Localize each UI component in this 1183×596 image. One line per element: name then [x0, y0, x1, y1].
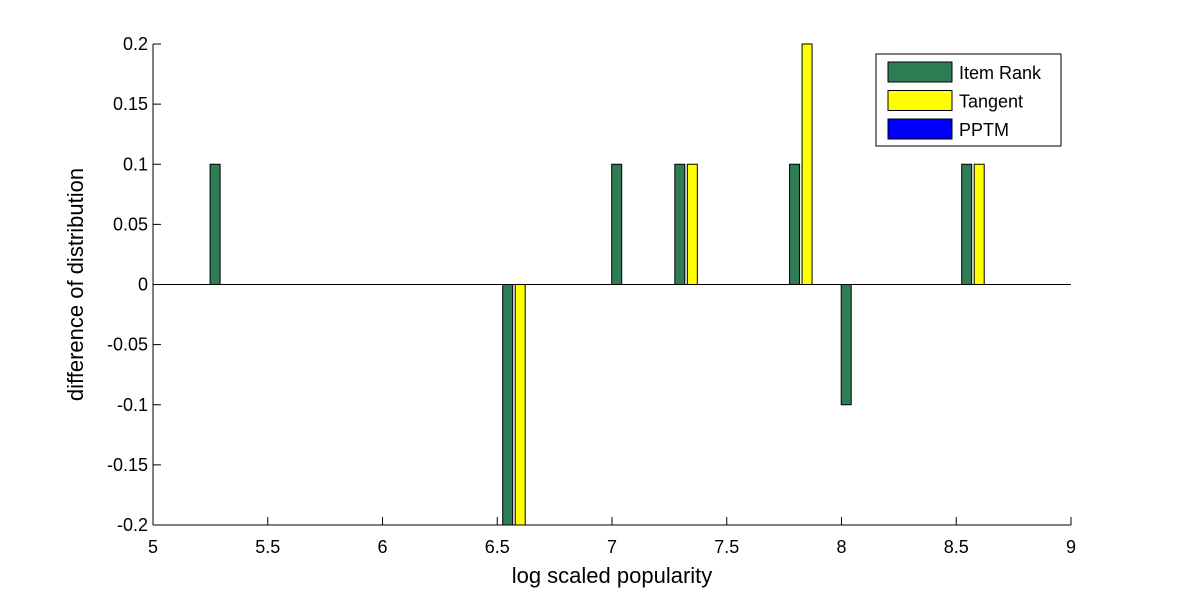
x-tick-label: 5	[148, 537, 158, 557]
legend-label: Tangent	[959, 92, 1023, 112]
legend: Item Rank Tangent PPTM	[875, 53, 1062, 147]
x-axis-label: log scaled popularity	[512, 563, 713, 588]
ticks-layer: 5 5.5 6 6.5 7 7.5 8 8.5 9 -0.2 -0.15 -0.1 -0.05 0 0.05…	[107, 34, 1076, 557]
x-tick-label: 7.5	[714, 537, 739, 557]
y-tick-label: -0.15	[107, 455, 148, 475]
y-tick-label: 0.05	[113, 214, 148, 234]
bar	[514, 284, 526, 526]
y-axis-label: difference of distribution	[63, 168, 88, 401]
bar	[840, 284, 852, 406]
legend-swatch	[887, 118, 953, 140]
bar	[502, 284, 514, 526]
bar	[789, 163, 801, 285]
bar	[973, 163, 985, 285]
x-tick-label: 6	[377, 537, 387, 557]
legend-swatch	[887, 61, 953, 83]
bar	[674, 163, 686, 285]
y-tick-label: -0.2	[117, 515, 148, 535]
x-tick-label: 6.5	[485, 537, 510, 557]
bar	[209, 163, 221, 285]
bar	[961, 163, 973, 285]
bars-layer	[209, 43, 985, 526]
y-tick-label: 0	[138, 275, 148, 295]
y-tick-label: 0.1	[123, 154, 148, 174]
x-tick-label: 8.5	[944, 537, 969, 557]
y-tick-label: -0.05	[107, 335, 148, 355]
x-tick-label: 9	[1066, 537, 1076, 557]
bar	[686, 163, 698, 285]
bar	[801, 43, 813, 285]
x-tick-label: 5.5	[255, 537, 280, 557]
legend-label: PPTM	[959, 120, 1009, 140]
bar	[611, 163, 623, 285]
y-tick-label: 0.15	[113, 94, 148, 114]
y-tick-label: -0.1	[117, 395, 148, 415]
x-tick-label: 8	[836, 537, 846, 557]
legend-swatch	[887, 90, 953, 111]
y-tick-label: 0.2	[123, 34, 148, 54]
legend-label: Item Rank	[959, 63, 1042, 83]
x-tick-label: 7	[607, 537, 617, 557]
